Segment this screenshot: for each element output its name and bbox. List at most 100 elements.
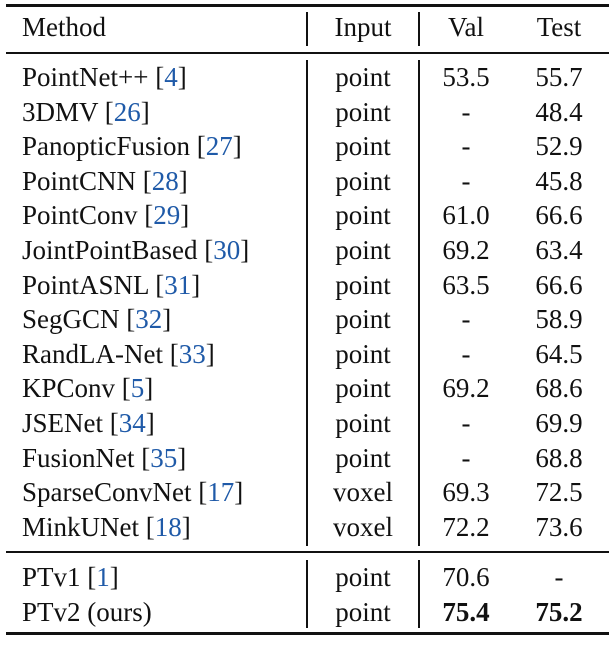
test-cell: 55.7 [535,62,583,92]
method-cell: FusionNet [35] [22,442,187,473]
test-cell: 73.6 [535,511,583,542]
method-name: PointNet++ [22,62,149,92]
input-cell: point [335,165,391,196]
input-cell: point [335,62,391,92]
val-cell: 69.2 [442,373,490,404]
input-cell: point [335,200,391,231]
vline-body-left [306,60,308,546]
table-row: RandLA-Net [33] point - 64.5 [0,337,613,372]
table-row: JSENet [34] point - 69.9 [0,406,613,441]
test-cell: 58.9 [535,304,583,335]
method-cell: PointCNN [28] [22,165,188,196]
method-name: 3DMV [22,96,99,127]
citation-link[interactable]: 17 [207,477,235,508]
header-method: Method [22,12,106,42]
citation-link[interactable]: 4 [164,62,178,92]
test-cell: 75.2 [535,596,583,627]
table-row: JointPointBased [30] point 69.2 63.4 [0,233,613,268]
val-cell: - [461,96,471,127]
table-row: MinkUNet [18] voxel 72.2 73.6 [0,510,613,545]
val-cell: - [461,442,471,473]
citation-link[interactable]: 28 [151,165,179,196]
citation-link[interactable]: 31 [164,269,192,300]
citation-link[interactable]: 35 [150,442,178,473]
val-cell: - [461,338,471,369]
test-cell: 52.9 [535,131,583,162]
method-cell: PTv1 [1] [22,562,119,592]
test-cell: 63.4 [535,235,583,265]
input-cell: point [335,562,391,592]
test-cell: 72.5 [535,477,583,508]
val-cell: - [461,131,471,162]
method-name: JSENet [22,408,103,438]
citation-link[interactable]: 1 [96,562,110,592]
method-cell: PointConv [29] [22,200,190,231]
input-cell: point [335,131,391,162]
method-cell: PointASNL [31] [22,269,201,300]
method-cell: KPConv [5] [22,373,154,404]
citation-link[interactable]: 18 [154,511,182,542]
method-cell: PTv2 (ours) [22,595,152,630]
header-rule [6,52,609,54]
vline-ours-left [306,560,308,628]
method-cell: JointPointBased [30] [22,235,250,265]
test-cell: 69.9 [535,408,583,438]
method-name: PanopticFusion [22,131,191,162]
method-cell: SegGCN [32] [22,304,172,335]
input-cell: point [335,596,391,627]
val-cell: 69.2 [442,235,490,265]
table-row: PointASNL [31] point 63.5 66.6 [0,268,613,303]
val-cell: 61.0 [442,200,490,231]
test-cell: - [554,562,564,592]
input-cell: point [335,338,391,369]
citation-link[interactable]: 33 [178,338,206,369]
table-row: FusionNet [35] point - 68.8 [0,441,613,476]
method-name: PointCNN [22,165,137,196]
citation-link[interactable]: 27 [205,131,233,162]
method-cell: PanopticFusion [27] [22,131,242,162]
input-cell: point [335,408,391,438]
vline-body-right [418,60,420,546]
test-cell: 66.6 [535,200,583,231]
table-row: PTv2 (ours) point 75.4 75.2 [0,595,613,630]
section-rule [6,551,609,553]
method-cell: SparseConvNet [17] [22,477,244,508]
val-cell: 75.4 [442,596,490,627]
method-name: JointPointBased [22,235,198,265]
header-test: Test [536,12,582,42]
method-cell: RandLA-Net [33] [22,338,215,369]
table-row: PointConv [29] point 61.0 66.6 [0,198,613,233]
table-row: PointCNN [28] point - 45.8 [0,164,613,199]
method-name: MinkUNet [22,511,139,542]
val-cell: 69.3 [442,477,490,508]
input-cell: point [335,235,391,265]
table-row: 3DMV [26] point - 48.4 [0,95,613,130]
citation-link[interactable]: 30 [213,235,241,265]
val-cell: - [461,165,471,196]
test-cell: 48.4 [535,96,583,127]
input-cell: point [335,373,391,404]
table-row: SparseConvNet [17] voxel 69.3 72.5 [0,475,613,510]
input-cell: voxel [333,477,393,508]
input-cell: point [335,304,391,335]
method-cell: JSENet [34] [22,408,155,438]
top-rule [6,4,609,7]
method-name: FusionNet [22,442,135,473]
citation-link[interactable]: 32 [135,304,163,335]
method-cell: PointNet++ [4] [22,62,187,92]
val-cell: 70.6 [442,562,490,592]
citation-link[interactable]: 26 [113,96,141,127]
table-row: PTv1 [1] point 70.6 - [0,560,613,595]
table-row: PanopticFusion [27] point - 52.9 [0,129,613,164]
method-name: RandLA-Net [22,338,163,369]
val-cell: - [461,304,471,335]
citation-link[interactable]: 34 [118,408,146,438]
method-name: SparseConvNet [22,477,192,508]
citation-link[interactable]: 5 [130,373,145,404]
val-cell: - [461,408,471,438]
citation-link[interactable]: 29 [153,200,181,231]
table-row: PointNet++ [4] point 53.5 55.7 [0,60,613,95]
input-cell: point [335,269,391,300]
val-cell: 63.5 [442,269,490,300]
header-row: Method Input Val Test [0,10,613,45]
